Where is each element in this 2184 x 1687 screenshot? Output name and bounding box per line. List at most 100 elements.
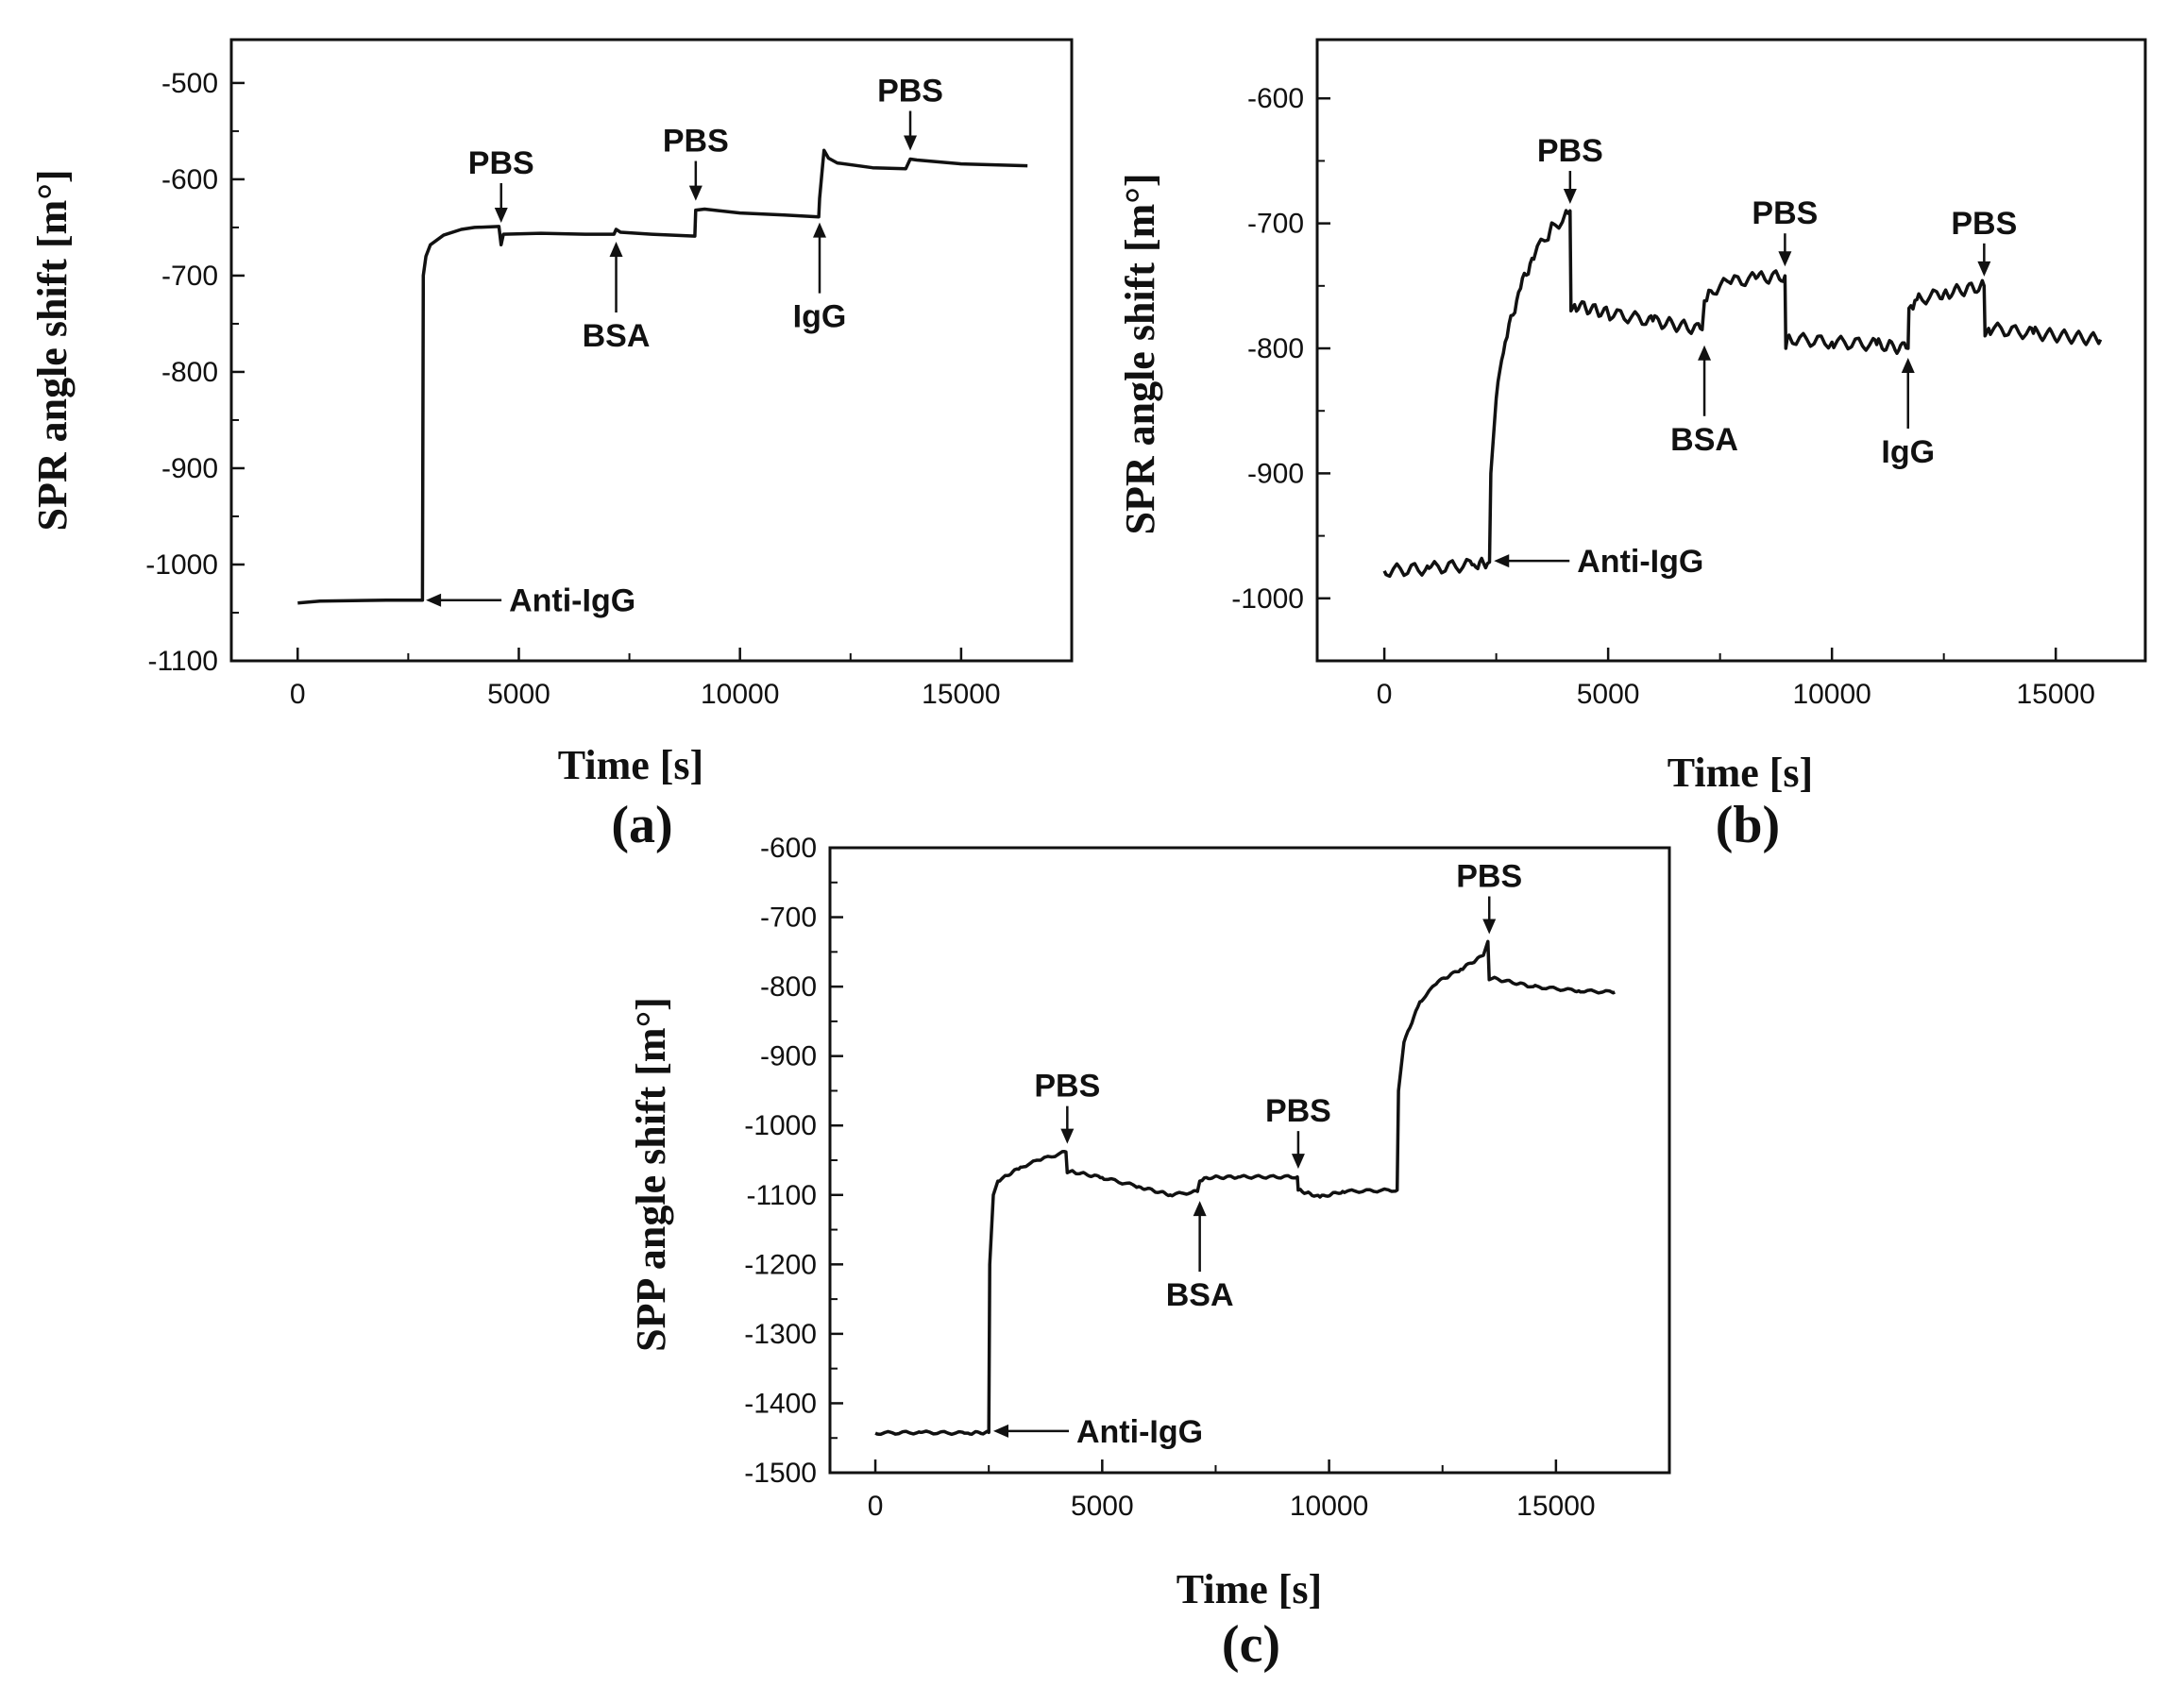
x-tick-label: 0 [290,679,306,710]
annotation-label: PBS [1537,133,1603,169]
annotation-igg: IgG [1881,358,1935,470]
y-tick-label: -1000 [145,549,218,581]
y-tick-label: -900 [161,453,218,484]
y-tick-label: -900 [1247,458,1304,489]
y-tick-label: -500 [161,68,218,99]
annotation-pbs: PBS [877,74,943,151]
arrow-head [1778,251,1792,267]
y-axis-title: SPP angle shift [m°] [628,997,674,1352]
plot-frame [1315,38,2147,663]
x-tick-label: 0 [868,1491,884,1522]
annotation-anti-igg: Anti-IgG [1494,544,1703,580]
arrow-head [1482,919,1497,935]
x-axis-title: Time [s] [1668,750,1813,796]
panel-a: -1100 -1000 -900 -800 -700 -600 -500 0 5000 10000… [29,38,1074,854]
y-tick-label: -600 [161,164,218,195]
annotation-pbs: PBS [663,124,729,201]
annotation-pbs: PBS [1951,206,2017,277]
x-tick-label: 10000 [701,679,779,710]
plot-frame [229,38,1074,663]
annotation-label: PBS [1951,206,2017,242]
annotation-pbs: PBS [1034,1069,1100,1144]
x-tick-label: 15000 [922,679,1000,710]
annotation-label: PBS [1456,859,1522,895]
y-tick-label: -700 [1247,209,1304,240]
annotation-pbs: PBS [1456,859,1522,935]
y-tick-label: -700 [760,903,817,934]
arrow-head [992,1424,1008,1438]
y-axis-title: SPR angle shift [m°] [1117,173,1163,534]
y-tick-label: -800 [760,971,817,1003]
annotation-label: PBS [663,124,729,160]
arrow-head [1494,554,1510,568]
x-tick-label: 5000 [1577,679,1640,710]
y-tick-label: -800 [1247,333,1304,364]
annotation-label: PBS [468,145,534,181]
y-tick-label: -1100 [746,1180,817,1211]
annotation-label: PBS [1034,1069,1100,1105]
annotation-anti-igg: Anti-IgG [992,1414,1203,1450]
y-tick-label: -1100 [147,646,218,677]
series-line [1382,209,2103,579]
series-line [874,939,1616,1437]
x-tick-label: 5000 [1071,1491,1134,1522]
panel-label: (a) [611,796,672,854]
arrow-head [904,135,918,151]
arrow-head [1901,358,1915,374]
arrow-head [426,593,442,607]
x-tick-label: 10000 [1290,1491,1368,1522]
annotation-pbs: PBS [1265,1093,1331,1170]
y-tick-label: -1300 [744,1319,817,1350]
y-tick-label: -900 [760,1041,817,1072]
arrow-head [609,242,623,258]
arrow-head [1977,261,1991,277]
annotation-label: IgG [1881,434,1935,470]
annotation-label: Anti-IgG [509,583,635,619]
y-tick-label: -1500 [744,1458,817,1489]
arrow-head [688,185,703,201]
arrow-head [1698,345,1712,361]
annotation-label: PBS [1265,1093,1331,1129]
annotation-pbs: PBS [468,145,534,224]
annotation-label: Anti-IgG [1076,1414,1203,1450]
x-tick-label: 5000 [487,679,550,710]
y-tick-label: -1000 [744,1110,817,1141]
arrow-head [1193,1201,1207,1217]
y-tick-label: -600 [760,833,817,864]
panel-c: -1500 -1400 -1300 -1200 -1100 -1000 -900 -800 -7… [628,833,1671,1674]
arrow-head [1563,189,1577,205]
annotation-label: Anti-IgG [1577,544,1703,580]
plot-frame [828,846,1671,1475]
arrow-head [813,222,826,238]
y-axis-title: SPR angle shift [m°] [29,169,76,531]
panel-label: (b) [1716,796,1780,854]
x-axis-title: Time [s] [558,742,703,788]
annotation-label: BSA [1670,422,1738,458]
annotation-bsa: BSA [1166,1201,1234,1313]
x-tick-label: 0 [1377,679,1393,710]
x-tick-label: 10000 [1792,679,1871,710]
annotation-label: BSA [583,318,651,354]
x-axis-title: Time [s] [1177,1566,1322,1612]
series-line [297,148,1028,605]
y-tick-label: -800 [161,357,218,388]
annotation-label: IgG [793,299,847,335]
annotation-label: PBS [877,74,943,110]
y-tick-label: -1400 [744,1388,817,1419]
annotation-pbs: PBS [1752,195,1818,267]
y-tick-label: -600 [1247,83,1304,114]
x-tick-label: 15000 [1516,1491,1595,1522]
annotation-bsa: BSA [583,242,651,354]
y-tick-label: -700 [161,261,218,292]
x-tick-label: 15000 [2016,679,2094,710]
arrow-head [1291,1154,1305,1170]
annotation-anti-igg: Anti-IgG [426,583,635,619]
annotation-label: PBS [1752,195,1818,231]
panel-label: (c) [1222,1615,1280,1674]
annotation-label: BSA [1166,1277,1234,1313]
arrow-head [1060,1128,1075,1144]
y-tick-label: -1200 [744,1249,817,1280]
arrow-head [494,208,508,224]
annotation-bsa: BSA [1670,345,1738,458]
